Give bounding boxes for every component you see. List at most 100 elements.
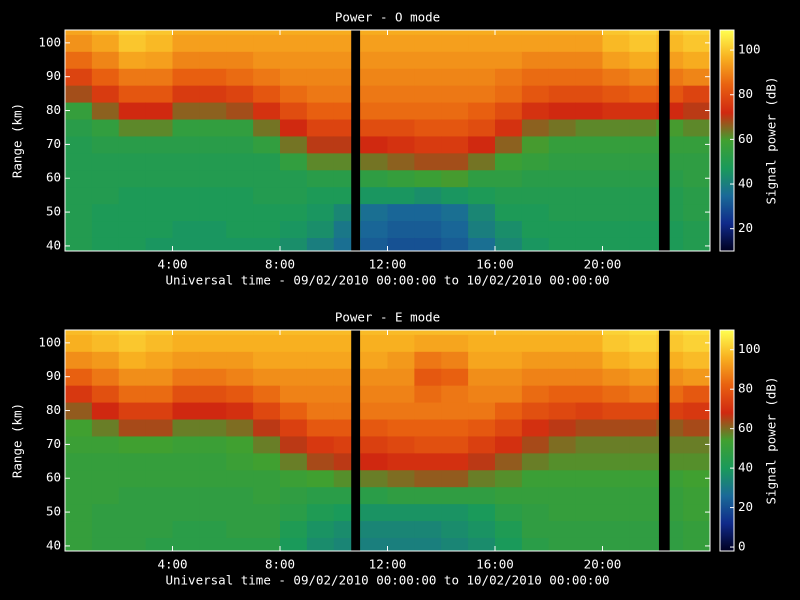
heatmap-cell xyxy=(253,368,281,386)
heatmap-cell xyxy=(495,351,523,369)
heatmap-cell xyxy=(495,119,523,137)
heatmap-cell xyxy=(441,51,469,69)
heatmap-cell xyxy=(683,435,710,454)
heatmap-cell xyxy=(65,402,93,420)
heatmap-cell xyxy=(253,486,281,505)
heatmap-cell xyxy=(468,520,496,538)
heatmap-cell xyxy=(548,30,577,35)
heatmap-cell xyxy=(387,30,415,35)
heatmap-cell xyxy=(65,220,93,238)
heatmap-cell xyxy=(360,203,388,222)
heatmap-cell xyxy=(683,169,710,188)
heatmap-cell xyxy=(548,537,577,551)
heatmap-cell xyxy=(253,68,281,86)
heatmap-cell xyxy=(683,419,710,437)
heatmap-cell xyxy=(495,169,523,188)
heatmap-cell xyxy=(360,486,388,505)
heatmap-cell xyxy=(468,68,496,86)
heatmap-cell xyxy=(521,435,550,454)
heatmap-cell xyxy=(602,486,630,505)
heatmap-cell xyxy=(495,385,523,403)
heatmap-cell xyxy=(65,537,93,551)
heatmap-cell xyxy=(629,152,657,171)
heatmap-cell xyxy=(521,102,550,120)
heatmap-cell xyxy=(65,186,93,205)
heatmap-cell xyxy=(172,520,200,538)
heatmap-cell xyxy=(253,85,281,103)
heatmap-cell xyxy=(145,385,173,403)
heatmap-cell xyxy=(253,220,281,238)
heatmap-cell xyxy=(226,30,254,35)
heatmap-cell xyxy=(306,169,335,188)
y-tick-label: 40 xyxy=(46,537,61,552)
colorbar xyxy=(720,330,734,551)
heatmap-cell xyxy=(118,135,147,154)
heatmap-cell xyxy=(548,119,577,137)
heatmap-cell xyxy=(468,452,496,471)
heatmap-cell xyxy=(118,169,147,188)
heatmap-cell xyxy=(629,135,657,154)
heatmap-cell xyxy=(118,520,147,538)
heatmap-cell xyxy=(548,351,577,369)
heatmap-cell xyxy=(414,51,442,69)
x-tick-label: 20:00 xyxy=(584,257,622,272)
heatmap-cell xyxy=(306,186,335,205)
heatmap-cell xyxy=(387,68,415,86)
heatmap-cell xyxy=(253,452,281,471)
heatmap-cell xyxy=(629,169,657,188)
heatmap-cell xyxy=(172,452,200,471)
heatmap-cell xyxy=(602,220,630,238)
heatmap-cell xyxy=(360,435,388,454)
heatmap-cell xyxy=(387,435,415,454)
heatmap-cell xyxy=(548,503,577,522)
colorbar-tick-label: 60 xyxy=(738,131,753,146)
heatmap-cell xyxy=(683,30,710,35)
heatmap-cell xyxy=(360,186,388,205)
heatmap-cell xyxy=(199,402,227,420)
heatmap-cell xyxy=(118,102,147,120)
heatmap-cell xyxy=(172,119,200,137)
heatmap-cell xyxy=(145,469,173,488)
heatmap-cell xyxy=(387,385,415,403)
heatmap-cell xyxy=(360,237,388,251)
heatmap-cell xyxy=(683,220,710,238)
heatmap-cell xyxy=(602,520,630,538)
heatmap-cell xyxy=(629,102,657,120)
heatmap-cell xyxy=(65,520,93,538)
heatmap-cell xyxy=(575,51,603,69)
heatmap-cell xyxy=(629,469,657,488)
heatmap-cell xyxy=(253,334,281,352)
heatmap-cell xyxy=(602,503,630,522)
heatmap-cell xyxy=(91,169,120,188)
heatmap-cell xyxy=(253,169,281,188)
y-tick-label: 70 xyxy=(46,436,61,451)
y-axis-label: Range (km) xyxy=(10,403,25,478)
heatmap-cell xyxy=(387,152,415,171)
heatmap-cell xyxy=(306,402,335,420)
heatmap-cell xyxy=(65,51,93,69)
heatmap-cell xyxy=(629,537,657,551)
heatmap-cell xyxy=(629,402,657,420)
heatmap-cell xyxy=(360,119,388,137)
heatmap-cell xyxy=(65,237,93,251)
heatmap-cell xyxy=(414,503,442,522)
heatmap-cell xyxy=(280,402,308,420)
colorbar-tick-label: 80 xyxy=(738,86,753,101)
heatmap-cell xyxy=(521,334,550,352)
heatmap-cell xyxy=(172,237,200,251)
heatmap-cell xyxy=(468,486,496,505)
heatmap-cell xyxy=(683,135,710,154)
heatmap-cell xyxy=(548,34,577,52)
heatmap-cell xyxy=(495,435,523,454)
heatmap-cell xyxy=(253,469,281,488)
heatmap-cell xyxy=(199,51,227,69)
heatmap-cell xyxy=(495,503,523,522)
heatmap-cell xyxy=(145,334,173,352)
heatmap-cell xyxy=(414,152,442,171)
heatmap-cell xyxy=(548,51,577,69)
heatmap-cell xyxy=(65,469,93,488)
heatmap-cell xyxy=(683,452,710,471)
heatmap-cell xyxy=(91,419,120,437)
y-tick-label: 60 xyxy=(46,470,61,485)
heatmap-cell xyxy=(253,34,281,52)
